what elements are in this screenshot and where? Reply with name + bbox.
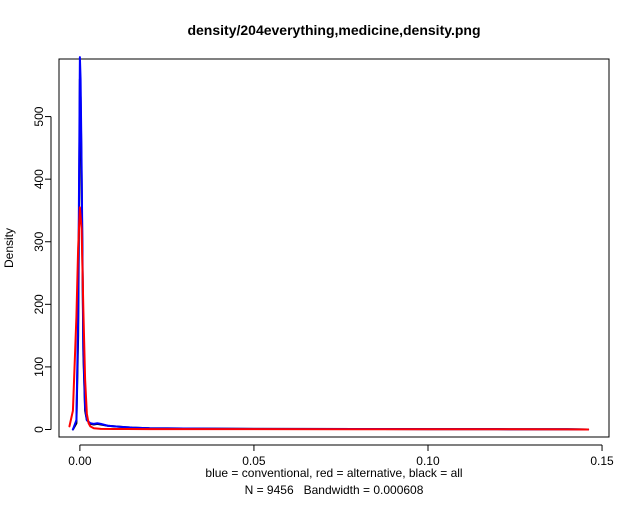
x-tick-label: 0.00: [68, 454, 92, 468]
y-tick-label: 200: [32, 294, 46, 314]
y-tick-label: 100: [32, 357, 46, 377]
x-axis-label-line2: N = 9456 Bandwidth = 0.000608: [245, 483, 424, 497]
y-tick-label: 300: [32, 231, 46, 251]
y-tick-label: 500: [32, 106, 46, 126]
x-tick-label: 0.15: [590, 454, 614, 468]
x-tick-label: 0.10: [416, 454, 440, 468]
series-line-conventional: [71, 56, 590, 431]
x-axis: 0.00 0.05 0.10 0.15: [68, 444, 614, 468]
x-axis-label-line1: blue = conventional, red = alternative, …: [205, 466, 462, 480]
y-tick-label: 400: [32, 169, 46, 189]
y-axis-label: Density: [2, 228, 16, 268]
series-layer: [68, 56, 590, 431]
plot-frame: [58, 58, 610, 438]
x-tick-label: 0.05: [242, 454, 266, 468]
chart-title: density/204everything,medicine,density.p…: [187, 22, 480, 38]
y-tick-label: 0: [32, 426, 46, 433]
series-line-all: [71, 78, 590, 431]
y-axis: 0 100 200 300 400 500: [32, 106, 52, 433]
series-line-alternative: [68, 206, 590, 431]
